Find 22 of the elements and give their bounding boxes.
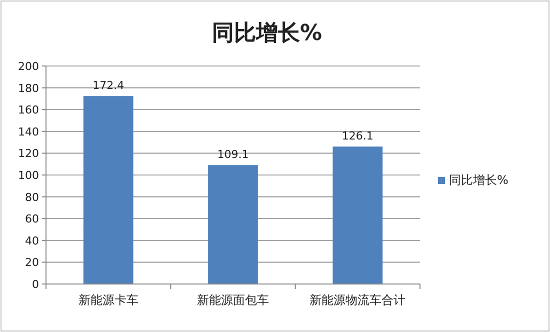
y-tick-label: 200 [18,60,39,73]
chart-title: 同比增长% [212,21,322,46]
data-label: 109.1 [217,148,249,162]
y-tick-label: 120 [18,147,39,160]
y-tick-label: 80 [25,190,39,204]
y-tick-label: 60 [25,212,39,226]
x-tick-label: 新能源面包车 [197,293,269,307]
data-label: 126.1 [342,130,374,143]
y-tick-label: 40 [25,234,39,248]
legend-label: 同比增长% [449,173,508,187]
x-tick-label: 新能源物流车合计 [310,293,406,307]
bar [83,96,134,284]
y-tick-label: 180 [18,82,39,95]
y-tick-label: 140 [18,125,39,138]
bar [332,146,383,284]
y-tick-label: 20 [25,256,39,270]
data-label: 172.4 [92,79,124,92]
y-tick-label: 160 [18,104,39,117]
x-tick-label: 新能源卡车 [78,293,138,307]
bar [208,165,258,284]
y-tick-label: 100 [18,169,39,182]
y-tick-label: 0 [32,278,39,291]
